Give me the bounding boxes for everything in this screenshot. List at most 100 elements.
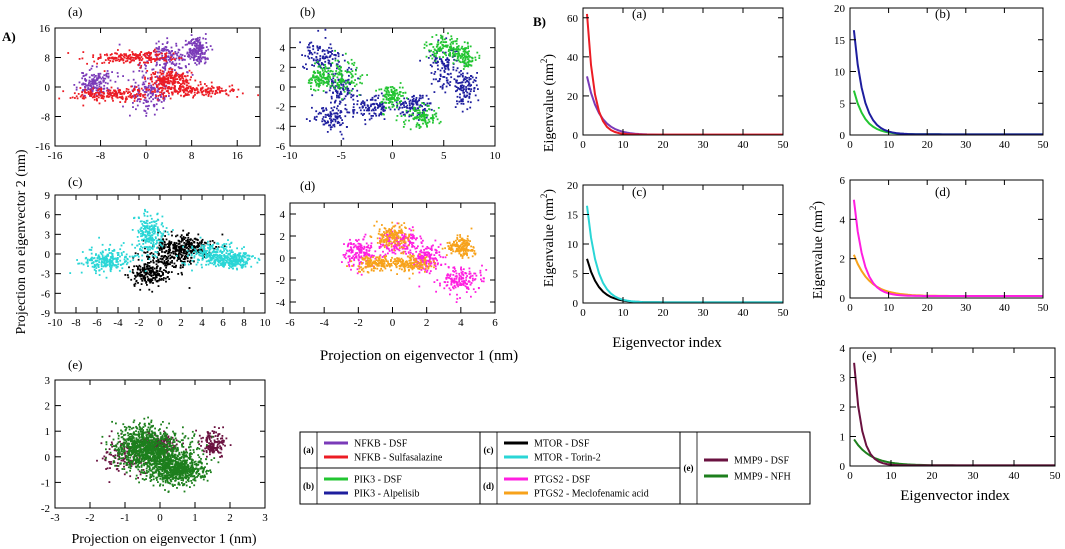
scatter-point: [388, 250, 391, 252]
scatter-point: [117, 49, 119, 51]
scatter-point: [433, 73, 436, 75]
scatter-point: [191, 90, 193, 92]
scatter-point: [316, 70, 319, 72]
y-tick-label: -3: [41, 269, 51, 281]
scatter-point: [215, 246, 217, 248]
scatter-point: [84, 91, 87, 94]
scatter-point: [175, 57, 178, 60]
scatter-point: [166, 261, 169, 264]
scatter-point: [323, 119, 326, 122]
scatter-point: [165, 266, 167, 269]
scatter-point: [166, 246, 169, 248]
scatter-point: [341, 119, 343, 121]
scatter-point: [306, 68, 308, 70]
scatter-point: [345, 252, 348, 255]
scatter-point: [114, 52, 116, 55]
scatter-point: [420, 251, 423, 254]
scatter-point: [81, 251, 84, 253]
scatter-point: [144, 61, 147, 64]
scatter-point: [315, 78, 318, 81]
scatter-point: [190, 262, 192, 265]
scatter-point: [382, 243, 385, 246]
scatter-point: [410, 102, 413, 105]
scatter-point: [241, 92, 244, 95]
scatter-point: [450, 35, 453, 38]
scatter-point: [196, 51, 199, 54]
scatter-point: [163, 78, 166, 81]
scatter-point: [329, 126, 332, 129]
scatter-point: [396, 103, 399, 105]
scatter-point: [85, 73, 88, 76]
scatter-point: [182, 252, 185, 254]
scatter-point: [181, 239, 183, 242]
scatter-point: [202, 56, 204, 59]
scatter-point: [464, 78, 467, 81]
scatter-point: [137, 258, 140, 261]
scatter-point: [177, 239, 180, 242]
scatter-point: [158, 75, 161, 78]
scatter-point: [225, 257, 228, 259]
scatter-point: [352, 75, 354, 78]
scatter-point: [196, 241, 199, 244]
scatter-point: [195, 44, 198, 47]
scatter-point: [444, 256, 447, 259]
scatter-point: [208, 255, 211, 257]
scatter-point: [164, 57, 167, 60]
scatter-point: [331, 120, 334, 123]
scatter-point: [201, 93, 204, 96]
scatter-point: [338, 103, 341, 105]
scatter-point: [131, 51, 134, 53]
scatter-point: [257, 257, 260, 260]
scatter-point: [378, 245, 381, 248]
scatter-point: [209, 256, 211, 259]
scatter-point: [174, 250, 176, 253]
scatter-point: [408, 102, 411, 105]
scatter-point: [218, 88, 220, 91]
scatter-point: [448, 46, 451, 49]
scatter-point: [156, 272, 159, 275]
scatter-point: [192, 42, 195, 44]
scatter-point: [204, 57, 207, 60]
scatter-point: [387, 252, 389, 255]
scatter-point: [425, 123, 428, 125]
scatter-point: [139, 220, 142, 223]
scatter-point: [444, 45, 447, 48]
scatter-point: [153, 86, 155, 89]
scatter-point: [393, 251, 395, 254]
scatter-point: [433, 281, 436, 283]
scatter-point: [350, 73, 353, 75]
scatter-point: [458, 60, 461, 63]
scatter-point: [347, 62, 350, 65]
scatter-point: [357, 248, 360, 250]
scatter-point: [313, 64, 315, 67]
scatter-point: [185, 256, 188, 258]
scatter-point: [212, 263, 215, 266]
scatter-point: [389, 236, 392, 239]
scatter-point: [97, 73, 100, 76]
y-tick-label: 2: [280, 62, 286, 74]
scatter-point: [148, 265, 151, 267]
scatter-point: [138, 89, 141, 92]
scatter-point: [396, 222, 399, 225]
scatter-point: [449, 84, 451, 87]
scatter-point: [92, 56, 94, 58]
scatter-point: [156, 98, 159, 101]
scatter-point: [224, 90, 227, 92]
scatter-point: [158, 260, 161, 263]
scatter-point: [187, 87, 189, 89]
scatter-point: [467, 286, 469, 289]
scatter-point: [412, 112, 414, 115]
scatter-point: [231, 84, 234, 87]
scatter-point: [209, 248, 212, 251]
scatter-point: [386, 93, 389, 96]
scatter-point: [122, 242, 125, 244]
scatter-point: [425, 116, 428, 119]
scatter-point: [133, 277, 136, 280]
scatter-point: [169, 249, 171, 251]
scatter-point: [309, 51, 311, 54]
scatter-point: [223, 247, 225, 250]
scatter-point: [313, 118, 316, 120]
scatter-point: [199, 54, 202, 57]
scatter-point: [444, 52, 446, 55]
scatter-point: [174, 85, 176, 88]
